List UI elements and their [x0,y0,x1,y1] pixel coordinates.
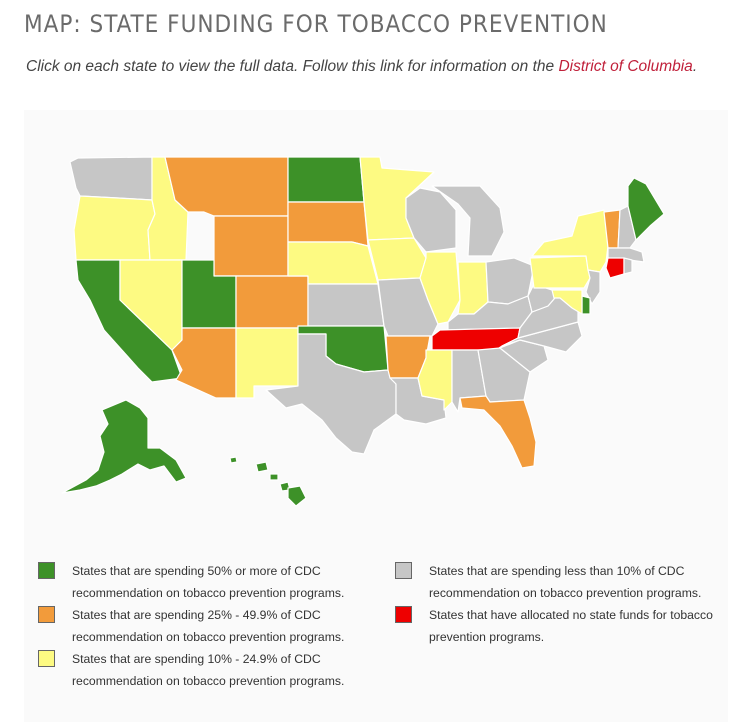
state-co[interactable] [235,275,309,329]
legend-label-yellow: States that are spending 10% - 24.9% of … [72,652,345,688]
us-state-map [61,156,665,507]
state-wa[interactable] [69,156,153,201]
state-il[interactable] [419,251,461,325]
map-instructions: Click on each state to view the full dat… [26,58,697,76]
state-hi[interactable] [229,456,307,507]
state-de[interactable] [581,295,591,315]
state-az[interactable] [171,327,237,399]
state-md[interactable] [551,289,583,315]
page-title: MAP: STATE FUNDING FOR TOBACCO PREVENTIO… [24,10,608,38]
legend-item-green: States that are spending 50% or more of … [38,560,358,604]
state-mt[interactable] [164,156,289,217]
swatch-gray [395,562,412,579]
state-pa[interactable] [529,255,591,289]
state-fl[interactable] [459,395,537,469]
state-ri[interactable] [623,257,633,275]
state-mi[interactable] [431,185,505,257]
state-nc[interactable] [501,321,583,353]
state-nh[interactable] [617,205,637,249]
legend-label-green: States that are spending 50% or more of … [72,564,345,600]
map-panel: States that are spending 50% or more of … [24,110,728,722]
legend-label-gray: States that are spending less than 10% o… [429,564,702,600]
state-nj[interactable] [585,269,601,305]
legend-item-red: States that have allocated no state fund… [395,604,715,648]
legend-label-orange: States that are spending 25% - 49.9% of … [72,608,345,644]
state-ks[interactable] [307,283,385,327]
instructions-text: Click on each state to view the full dat… [26,58,559,75]
state-or[interactable] [73,195,156,261]
state-tx[interactable] [265,333,397,455]
state-ia[interactable] [367,237,427,281]
legend-item-yellow: States that are spending 10% - 24.9% of … [38,648,358,692]
instructions-end: . [692,58,698,75]
state-sd[interactable] [287,201,369,247]
district-of-columbia-link[interactable]: District of Columbia [558,58,693,75]
swatch-orange [38,606,55,623]
state-me[interactable] [627,177,665,241]
state-wy[interactable] [213,215,289,277]
swatch-red [395,606,412,623]
state-nd[interactable] [287,156,365,203]
state-wi[interactable] [405,187,457,253]
legend-label-red: States that have allocated no state fund… [429,608,713,644]
swatch-green [38,562,55,579]
state-ct[interactable] [605,257,625,279]
map-legend: States that are spending 50% or more of … [38,560,728,700]
legend-item-gray: States that are spending less than 10% o… [395,560,715,604]
swatch-yellow [38,650,55,667]
legend-item-orange: States that are spending 25% - 49.9% of … [38,604,358,648]
state-ak[interactable] [61,399,187,494]
